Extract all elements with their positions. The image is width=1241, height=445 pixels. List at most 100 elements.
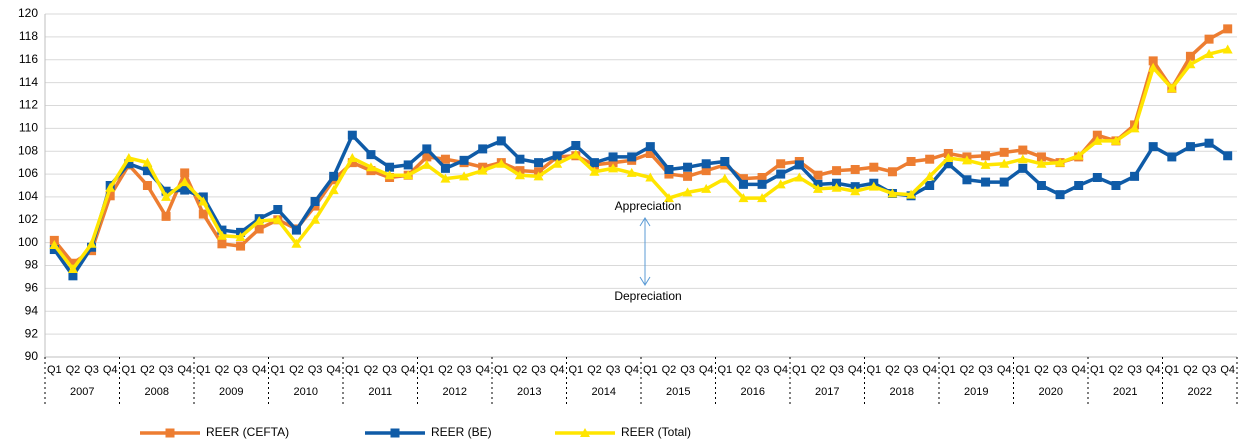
point [1204, 138, 1214, 148]
point [142, 166, 152, 176]
x-tick-label: Q3 [233, 364, 248, 376]
point [347, 158, 357, 168]
point [440, 154, 450, 164]
y-tick-label: 94 [25, 303, 39, 317]
point [1148, 56, 1158, 66]
point [254, 215, 265, 225]
y-tick-label: 98 [25, 258, 39, 272]
y-tick-label: 106 [18, 166, 38, 180]
point [533, 171, 544, 181]
point [384, 170, 395, 180]
point [831, 182, 842, 192]
x-tick-label: Q3 [1202, 364, 1217, 376]
annotation: Depreciation [614, 289, 681, 303]
x-tick-label: Q1 [47, 364, 62, 376]
point [552, 158, 563, 168]
x-tick-label: Q1 [941, 364, 956, 376]
y-tick-label: 114 [19, 75, 38, 89]
x-tick-label: Q3 [382, 364, 397, 376]
point [1167, 152, 1177, 162]
x-tick-label: Q2 [960, 364, 975, 376]
x-tick-label: Q3 [1127, 364, 1142, 376]
legend-label: REER (BE) [431, 425, 492, 439]
point [794, 172, 805, 182]
x-tick-label: Q3 [680, 364, 695, 376]
x-tick-label: Q1 [717, 364, 732, 376]
point [180, 168, 190, 178]
y-tick-label: 90 [25, 349, 39, 363]
point [925, 154, 935, 164]
point [1222, 44, 1233, 54]
point [981, 177, 991, 187]
point [310, 201, 320, 211]
point [812, 183, 823, 193]
x-tick-label: Q1 [643, 364, 658, 376]
point [272, 214, 283, 224]
point [235, 231, 246, 241]
point [217, 225, 227, 235]
x-tick-label: Q2 [736, 364, 751, 376]
x-tick-label: Q1 [866, 364, 881, 376]
point [254, 224, 264, 234]
point [589, 158, 599, 168]
point [608, 158, 618, 168]
point [216, 230, 227, 240]
point [49, 245, 59, 255]
x-tick-label: Q1 [792, 364, 807, 376]
point [365, 162, 376, 172]
point [1017, 154, 1028, 164]
x-tick-label: Q1 [121, 364, 136, 376]
year-label: 2011 [368, 386, 392, 398]
x-tick-label: Q1 [270, 364, 285, 376]
x-tick-label: Q3 [308, 364, 323, 376]
year-label: 2015 [666, 386, 690, 398]
y-tick-label: 96 [25, 281, 39, 295]
x-tick-label: Q4 [1146, 364, 1161, 376]
x-tick-label: Q4 [103, 364, 118, 376]
y-tick-label: 118 [19, 29, 38, 43]
year-label: 2008 [145, 386, 169, 398]
y-tick-label: 112 [19, 98, 38, 112]
point [291, 225, 301, 235]
point [496, 136, 506, 146]
point [161, 186, 171, 196]
x-tick-label: Q1 [345, 364, 360, 376]
point [1185, 142, 1195, 152]
legend-label: REER (CEFTA) [206, 425, 289, 439]
point [68, 258, 78, 268]
x-tick-label: Q1 [1090, 364, 1105, 376]
x-tick-label: Q4 [550, 364, 565, 376]
point [1036, 152, 1046, 162]
y-tick-label: 120 [18, 6, 38, 20]
point [310, 197, 320, 207]
point [719, 173, 730, 183]
point [1185, 51, 1195, 61]
point [738, 193, 749, 203]
x-tick-label: Q3 [457, 364, 472, 376]
x-tick-label: Q2 [1034, 364, 1049, 376]
point [1223, 24, 1233, 34]
x-tick-label: Q1 [419, 364, 434, 376]
point [850, 164, 860, 174]
x-tick-label: Q3 [606, 364, 621, 376]
point [478, 144, 488, 154]
point [1092, 172, 1102, 182]
legend-label: REER (Total) [621, 425, 691, 439]
year-label: 2010 [294, 386, 318, 398]
point [552, 151, 562, 161]
point [980, 159, 991, 169]
x-tick-label: Q1 [1015, 364, 1030, 376]
point [683, 171, 693, 181]
point [776, 169, 786, 179]
point [701, 159, 711, 169]
year-label: 2020 [1039, 386, 1063, 398]
point [123, 153, 134, 163]
point [124, 159, 134, 169]
point [161, 191, 172, 201]
year-label: 2012 [443, 386, 467, 398]
point [459, 155, 469, 165]
x-tick-label: Q2 [438, 364, 453, 376]
x-tick-label: Q3 [904, 364, 919, 376]
legend-marker [580, 428, 590, 437]
